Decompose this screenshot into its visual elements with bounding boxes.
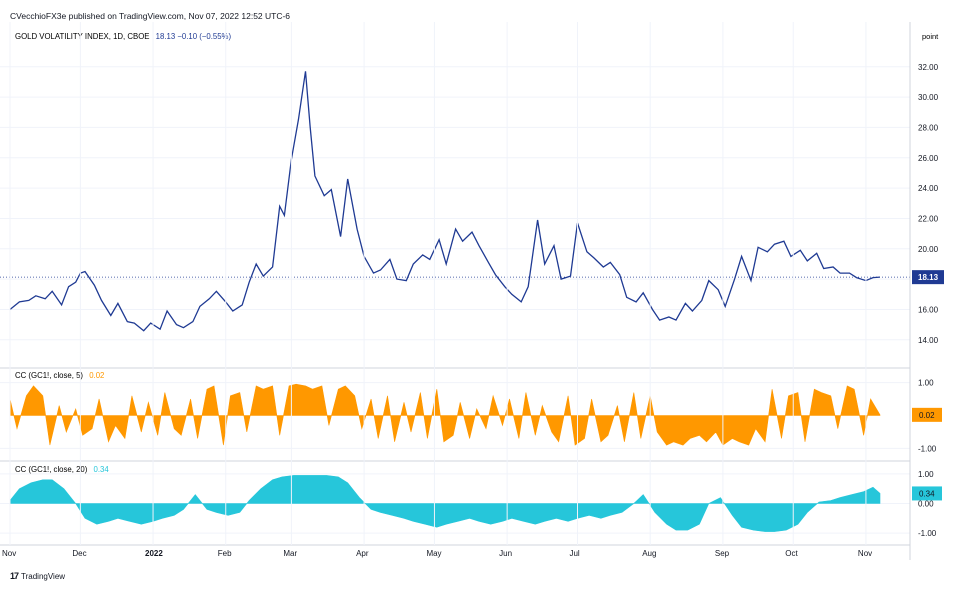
cc5-grid (0, 382, 910, 449)
cc20-last-badge (912, 486, 942, 501)
x-tick-label: Mar (283, 549, 297, 558)
y-tick-label: 28.00 (918, 123, 939, 132)
x-tick-label: Jul (569, 549, 579, 558)
y-tick-label: 1.00 (918, 379, 934, 388)
x-tick-label: Nov (858, 549, 872, 558)
price-legend: GOLD VOLATILITY INDEX, 1D, CBOE 18.13 −0… (15, 32, 231, 41)
price-pane: 14.0016.0018.0020.0022.0024.0026.0028.00… (0, 32, 944, 345)
publisher-header: CVecchioFX3e published on TradingView.co… (10, 11, 291, 21)
gvz-line (9, 71, 881, 332)
tradingview-brand: TradingView (21, 571, 66, 581)
y-tick-label: 32.00 (918, 63, 939, 72)
unit-label: point (922, 32, 939, 41)
cc5-last-label: 0.02 (919, 411, 935, 420)
x-tick-label: Nov (2, 549, 16, 558)
y-tick-label: 24.00 (918, 184, 939, 193)
cc5-area (9, 383, 881, 446)
price-legend-value: 18.13 −0.10 (−0.55%) (156, 32, 232, 41)
y-tick-label: 26.00 (918, 154, 939, 163)
cc5-legend: CC (GC1!, close, 5) 0.02 (15, 371, 104, 380)
cc5-pane: 1.00 -1.00 0.02 CC (GC1!, close, 5) 0.02 (0, 371, 942, 453)
y-tick-label: -1.00 (918, 444, 937, 453)
y-tick-label: 1.00 (918, 470, 934, 479)
price-legend-title: GOLD VOLATILITY INDEX, 1D, CBOE (15, 32, 149, 41)
y-tick-label: 0.00 (918, 500, 934, 509)
cc20-axis: 1.00 0.00 -1.00 (918, 470, 937, 538)
x-tick-label: Apr (356, 549, 369, 558)
cc20-legend-title: CC (GC1!, close, 20) (15, 465, 88, 474)
cc20-area (9, 475, 881, 532)
cc5-axis: 1.00 -1.00 (918, 379, 937, 454)
cc20-last-label: 0.34 (919, 489, 935, 498)
y-tick-label: -1.00 (918, 529, 937, 538)
y-tick-label: 22.00 (918, 214, 939, 223)
price-axis: 14.0016.0018.0020.0022.0024.0026.0028.00… (918, 63, 939, 345)
x-tick-label: Feb (218, 549, 232, 558)
last-value-label: 18.13 (918, 273, 939, 282)
x-tick-label: May (426, 549, 441, 558)
cc20-pane: 1.00 0.00 -1.00 0.34 CC (GC1!, close, 20) … (0, 465, 942, 538)
y-tick-label: 16.00 (918, 305, 939, 314)
tradingview-logo[interactable]: 17 TradingView (10, 571, 65, 581)
cc5-last-badge (912, 407, 942, 422)
x-tick-label: Jun (499, 549, 512, 558)
cc20-legend: CC (GC1!, close, 20) 0.34 (15, 465, 109, 474)
x-tick-label: 2022 (145, 549, 163, 558)
x-tick-label: Dec (72, 549, 86, 558)
time-axis[interactable]: Nov Dec 2022 Feb Mar Apr May Jun Jul Aug Sep Oct Nov (2, 22, 872, 558)
x-tick-label: Sep (715, 549, 730, 558)
y-tick-label: 30.00 (918, 93, 939, 102)
x-tick-label: Oct (785, 549, 798, 558)
y-tick-label: 14.00 (918, 336, 939, 345)
x-tick-label: Aug (642, 549, 656, 558)
cc5-legend-title: CC (GC1!, close, 5) (15, 371, 83, 380)
tradingview-logo-icon: 17 (10, 571, 19, 581)
last-value-badge (912, 270, 944, 285)
y-tick-label: 20.00 (918, 245, 939, 254)
cc5-legend-value: 0.02 (89, 371, 104, 380)
price-grid (0, 66, 910, 341)
cc20-legend-value: 0.34 (94, 465, 110, 474)
